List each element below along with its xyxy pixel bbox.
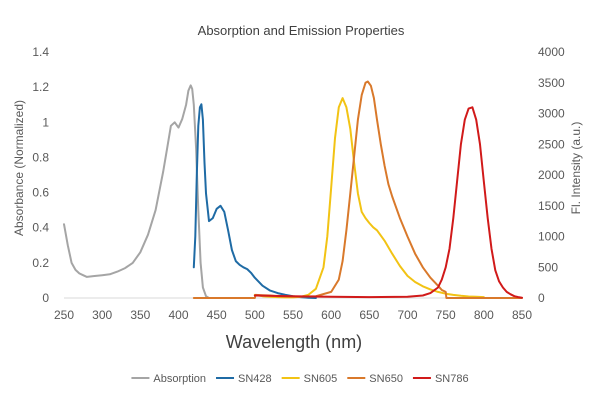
y2-tick-label: 2000: [538, 168, 565, 182]
x-tick-label: 550: [283, 308, 303, 322]
chart-title: Absorption and Emission Properties: [198, 23, 405, 38]
x-tick-label: 750: [436, 308, 456, 322]
y2-tick-label: 2500: [538, 137, 565, 151]
y2-tick-label: 500: [538, 260, 558, 274]
y-tick-label: 0.4: [32, 221, 49, 235]
y2-tick-label: 0: [538, 291, 545, 305]
series-line-sn786: [253, 106, 523, 299]
x-tick-label: 600: [321, 308, 341, 322]
y2-axis-label: Fl. Intensity (a.u.): [569, 122, 583, 215]
x-tick-label: 850: [512, 308, 532, 322]
x-axis-label: Wavelength (nm): [226, 332, 362, 352]
x-tick-label: 400: [168, 308, 188, 322]
series-group: [63, 80, 523, 299]
legend-label-sn605: SN605: [304, 373, 338, 385]
x-tick-label: 450: [207, 308, 227, 322]
x-tick-label: 350: [130, 308, 150, 322]
y-axis-label: Absorbance (Normalized): [12, 100, 26, 236]
y-tick-label: 1: [42, 115, 49, 129]
series-line-sn605: [253, 97, 485, 299]
axes: 250 300 350 400 450 500 550 600 650 700 750 800 850 0…: [32, 45, 565, 322]
x-tick-label: 800: [474, 308, 494, 322]
legend: Absorption SN428 SN605 SN650 SN786: [131, 373, 469, 385]
y-tick-label: 0.2: [32, 256, 49, 270]
series-line-sn428: [192, 103, 317, 299]
legend-label-sn786: SN786: [435, 373, 469, 385]
y-tick-label: 0: [42, 291, 49, 305]
x-tick-label: 250: [54, 308, 74, 322]
legend-label-sn428: SN428: [238, 373, 272, 385]
y2-tick-label: 4000: [538, 45, 565, 59]
y2-tick-label: 3000: [538, 107, 565, 121]
y-tick-label: 1.2: [32, 80, 49, 94]
y2-tick-label: 3500: [538, 76, 565, 90]
y2-tick-label: 1000: [538, 230, 565, 244]
legend-label-absorption: Absorption: [153, 373, 206, 385]
x-tick-label: 700: [397, 308, 417, 322]
y-tick-label: 0.8: [32, 150, 49, 164]
legend-label-sn650: SN650: [369, 373, 403, 385]
x-tick-label: 650: [359, 308, 379, 322]
x-tick-label: 500: [245, 308, 265, 322]
x-tick-label: 300: [92, 308, 112, 322]
y-tick-label: 1.4: [32, 45, 49, 59]
y2-tick-label: 1500: [538, 199, 565, 213]
y-tick-label: 0.6: [32, 186, 49, 200]
